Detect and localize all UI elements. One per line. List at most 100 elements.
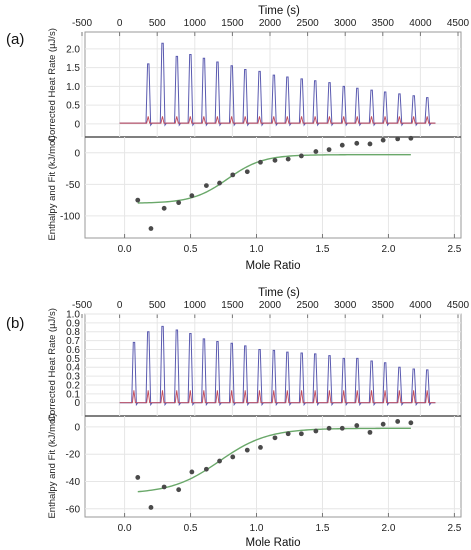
enthalpy-y-tick-label: 0: [74, 422, 80, 433]
enthalpy-data-point: [272, 157, 278, 163]
mole-ratio-axis-title: Mole Ratio: [246, 537, 301, 549]
chart-panel-a: (a)Time (s)-500 0 500 1000 1500 2000 2500 3000 3…: [6, 5, 470, 272]
enthalpy-y-tick-label: -100: [60, 211, 80, 222]
heat-rate-series-line: [119, 42, 436, 127]
time-tick-label: 2500: [296, 300, 319, 311]
enthalpy-data-point: [380, 421, 386, 427]
heat-y-tick-label: 0.4: [66, 363, 80, 374]
enthalpy-data-point: [395, 136, 401, 142]
enthalpy-data-point: [148, 226, 154, 231]
mole-ratio-tick-label: 2.0: [381, 244, 395, 255]
heat-y-tick-label: 0.7: [66, 336, 80, 347]
time-tick-label: 4500: [447, 18, 470, 29]
enthalpy-data-point: [135, 475, 141, 480]
enthalpy-data-point: [339, 142, 345, 148]
chart-panel-b: (b) Time (s) -500 0 500 1000 1500 2000 2500 3000 3…: [6, 287, 470, 549]
enthalpy-data-point: [313, 428, 319, 434]
mole-ratio-tick-label: 2.5: [447, 244, 461, 255]
heat-y-tick-label: 0.6: [66, 345, 80, 356]
enthalpy-y-tick-label: -40: [66, 477, 81, 488]
enthalpy-data-point: [217, 458, 222, 464]
mole-ratio-tick-label: 1.5: [316, 244, 330, 255]
time-tick-label: 500: [149, 18, 166, 29]
time-tick-label: -500: [72, 300, 92, 311]
heat-y-tick-label: 0: [74, 398, 80, 409]
enthalpy-data-point: [367, 141, 373, 147]
mole-ratio-tick-label: 2.5: [447, 523, 461, 534]
heat-y-tick-label: 0: [74, 119, 80, 130]
enthalpy-y-axis-title: Enthalpy and Fit (kJ/mol): [47, 135, 58, 240]
enthalpy-data-point: [176, 200, 182, 206]
enthalpy-data-point: [339, 425, 345, 431]
mole-ratio-tick-label: 0.0: [118, 523, 132, 534]
time-axis-title: Time (s): [258, 5, 300, 17]
heat-y-tick-label: 0.2: [66, 380, 80, 391]
time-tick-label: 2000: [259, 18, 282, 29]
heat-y-tick-label: 0.5: [66, 354, 80, 365]
enthalpy-data-point: [135, 197, 141, 203]
time-tick-label: 0: [117, 18, 123, 29]
heat-y-tick-label: 0.1: [66, 389, 80, 400]
enthalpy-data-point: [285, 431, 291, 437]
heat-y-tick-label: 0.3: [66, 372, 80, 383]
enthalpy-data-point: [354, 140, 360, 146]
binding-fit-curve: [137, 153, 411, 204]
enthalpy-y-tick-label: 0: [74, 148, 80, 159]
time-tick-label: 1000: [184, 18, 207, 29]
time-tick-label: 0: [117, 300, 123, 311]
enthalpy-data-point: [354, 423, 360, 428]
time-tick-label: 1500: [221, 18, 244, 29]
enthalpy-data-point: [258, 159, 263, 165]
enthalpy-data-point: [408, 420, 414, 426]
enthalpy-y-tick-label: -60: [66, 504, 81, 515]
enthalpy-y-tick-label: -50: [66, 180, 81, 191]
time-tick-label: 4500: [447, 300, 470, 311]
time-tick-label: 1500: [221, 300, 244, 311]
time-tick-label: 3000: [334, 300, 357, 311]
mole-ratio-tick-label: 1.0: [250, 244, 264, 255]
time-tick-label: 2000: [259, 300, 282, 311]
time-tick-label: 500: [149, 300, 166, 311]
enthalpy-data-point: [272, 435, 278, 441]
mole-ratio-axis-title: Mole Ratio: [246, 260, 301, 272]
heat-baseline-series-line: [119, 116, 436, 124]
enthalpy-data-point: [161, 205, 167, 211]
enthalpy-data-point: [298, 431, 304, 437]
enthalpy-data-point: [217, 180, 222, 186]
enthalpy-data-point: [313, 149, 319, 154]
time-tick-label: 3500: [372, 300, 395, 311]
heat-y-tick-label: 1.5: [66, 63, 80, 74]
time-tick-label: 1000: [184, 300, 207, 311]
enthalpy-data-point: [161, 484, 167, 490]
enthalpy-data-point: [408, 135, 414, 141]
mole-ratio-tick-label: 1.5: [316, 523, 330, 534]
enthalpy-data-point: [176, 487, 182, 493]
heat-y-tick-label: 0.8: [66, 327, 80, 338]
panel-label: (b): [6, 315, 24, 332]
heat-y-tick-label: 0.5: [66, 101, 80, 112]
time-axis-title: Time (s): [258, 287, 300, 299]
enthalpy-data-point: [326, 425, 332, 431]
enthalpy-data-point: [189, 193, 195, 199]
enthalpy-data-point: [203, 466, 209, 472]
enthalpy-data-point: [298, 153, 304, 159]
enthalpy-data-point: [230, 172, 236, 178]
time-tick-label: 3500: [372, 18, 395, 29]
enthalpy-data-point: [258, 444, 263, 450]
mole-ratio-tick-label: 0.5: [184, 244, 198, 255]
heat-y-tick-label: 0.9: [66, 318, 80, 329]
mole-ratio-tick-label: 0.5: [184, 523, 198, 534]
enthalpy-data-point: [395, 419, 401, 424]
mole-ratio-tick-label: 1.0: [250, 523, 264, 534]
time-tick-label: 2500: [296, 18, 319, 29]
enthalpy-data-point: [189, 469, 195, 475]
enthalpy-data-point: [367, 429, 373, 435]
enthalpy-plot-frame: [84, 136, 462, 239]
enthalpy-plot-frame: [84, 415, 462, 518]
time-tick-label: 3000: [334, 18, 357, 29]
mole-ratio-tick-label: 0.0: [118, 244, 132, 255]
heat-y-axis-title: Corrected Heat Rate (µJ/s): [47, 28, 58, 142]
enthalpy-data-point: [230, 454, 236, 460]
enthalpy-data-point: [326, 147, 332, 153]
heat-y-tick-label: 2.0: [66, 44, 80, 55]
